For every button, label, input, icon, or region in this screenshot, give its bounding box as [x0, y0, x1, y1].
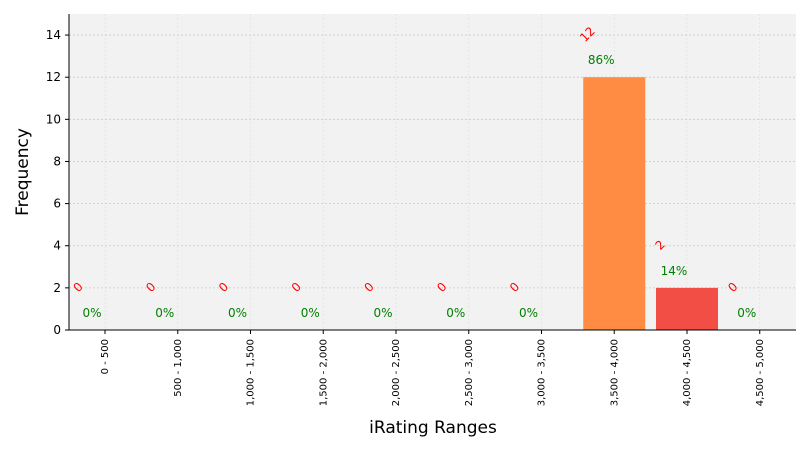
- y-tick-label: 8: [53, 154, 61, 168]
- x-axis-title: iRating Ranges: [369, 418, 497, 438]
- x-tick-label: 500 - 1,000: [173, 339, 184, 397]
- x-tick-label: 4,500 - 5,000: [755, 339, 766, 406]
- x-tick-label: 1,500 - 2,000: [318, 339, 329, 406]
- y-ticks: 0 2 4 6 8 10 12 14: [46, 28, 69, 337]
- bar: [583, 77, 646, 330]
- x-tick-label: 3,500 - 4,000: [609, 339, 620, 406]
- y-axis-title: Frequency: [13, 128, 33, 216]
- percent-label: 0%: [155, 306, 174, 320]
- percent-label: 0%: [519, 306, 538, 320]
- percent-label: 0%: [228, 306, 247, 320]
- x-tick-label: 0 - 500: [100, 339, 111, 374]
- x-tick-label: 2,500 - 3,000: [464, 339, 475, 406]
- x-tick-label: 1,000 - 1,500: [246, 339, 257, 406]
- percent-label: 0%: [301, 306, 320, 320]
- plot-area: [69, 14, 796, 330]
- percent-label: 0%: [373, 306, 392, 320]
- x-tick-label: 4,000 - 4,500: [682, 339, 693, 406]
- y-tick-label: 4: [53, 239, 61, 253]
- y-tick-label: 0: [53, 323, 61, 337]
- x-tick-label: 3,000 - 3,500: [537, 339, 548, 406]
- y-tick-label: 12: [46, 70, 61, 84]
- percent-label: 86%: [588, 53, 615, 67]
- y-tick-label: 14: [46, 28, 61, 42]
- x-tick-label: 2,000 - 2,500: [391, 339, 402, 406]
- y-tick-label: 10: [46, 112, 61, 126]
- y-tick-label: 2: [53, 281, 61, 295]
- percent-label: 14%: [661, 264, 688, 278]
- percent-label: 0%: [737, 306, 756, 320]
- x-ticks: 0 - 500 500 - 1,000 1,000 - 1,500 1,500 - 2…: [100, 330, 766, 406]
- y-tick-label: 6: [53, 197, 61, 211]
- percent-label: 0%: [446, 306, 465, 320]
- bars: [583, 77, 718, 330]
- percent-label: 0%: [82, 306, 101, 320]
- bar: [656, 287, 718, 330]
